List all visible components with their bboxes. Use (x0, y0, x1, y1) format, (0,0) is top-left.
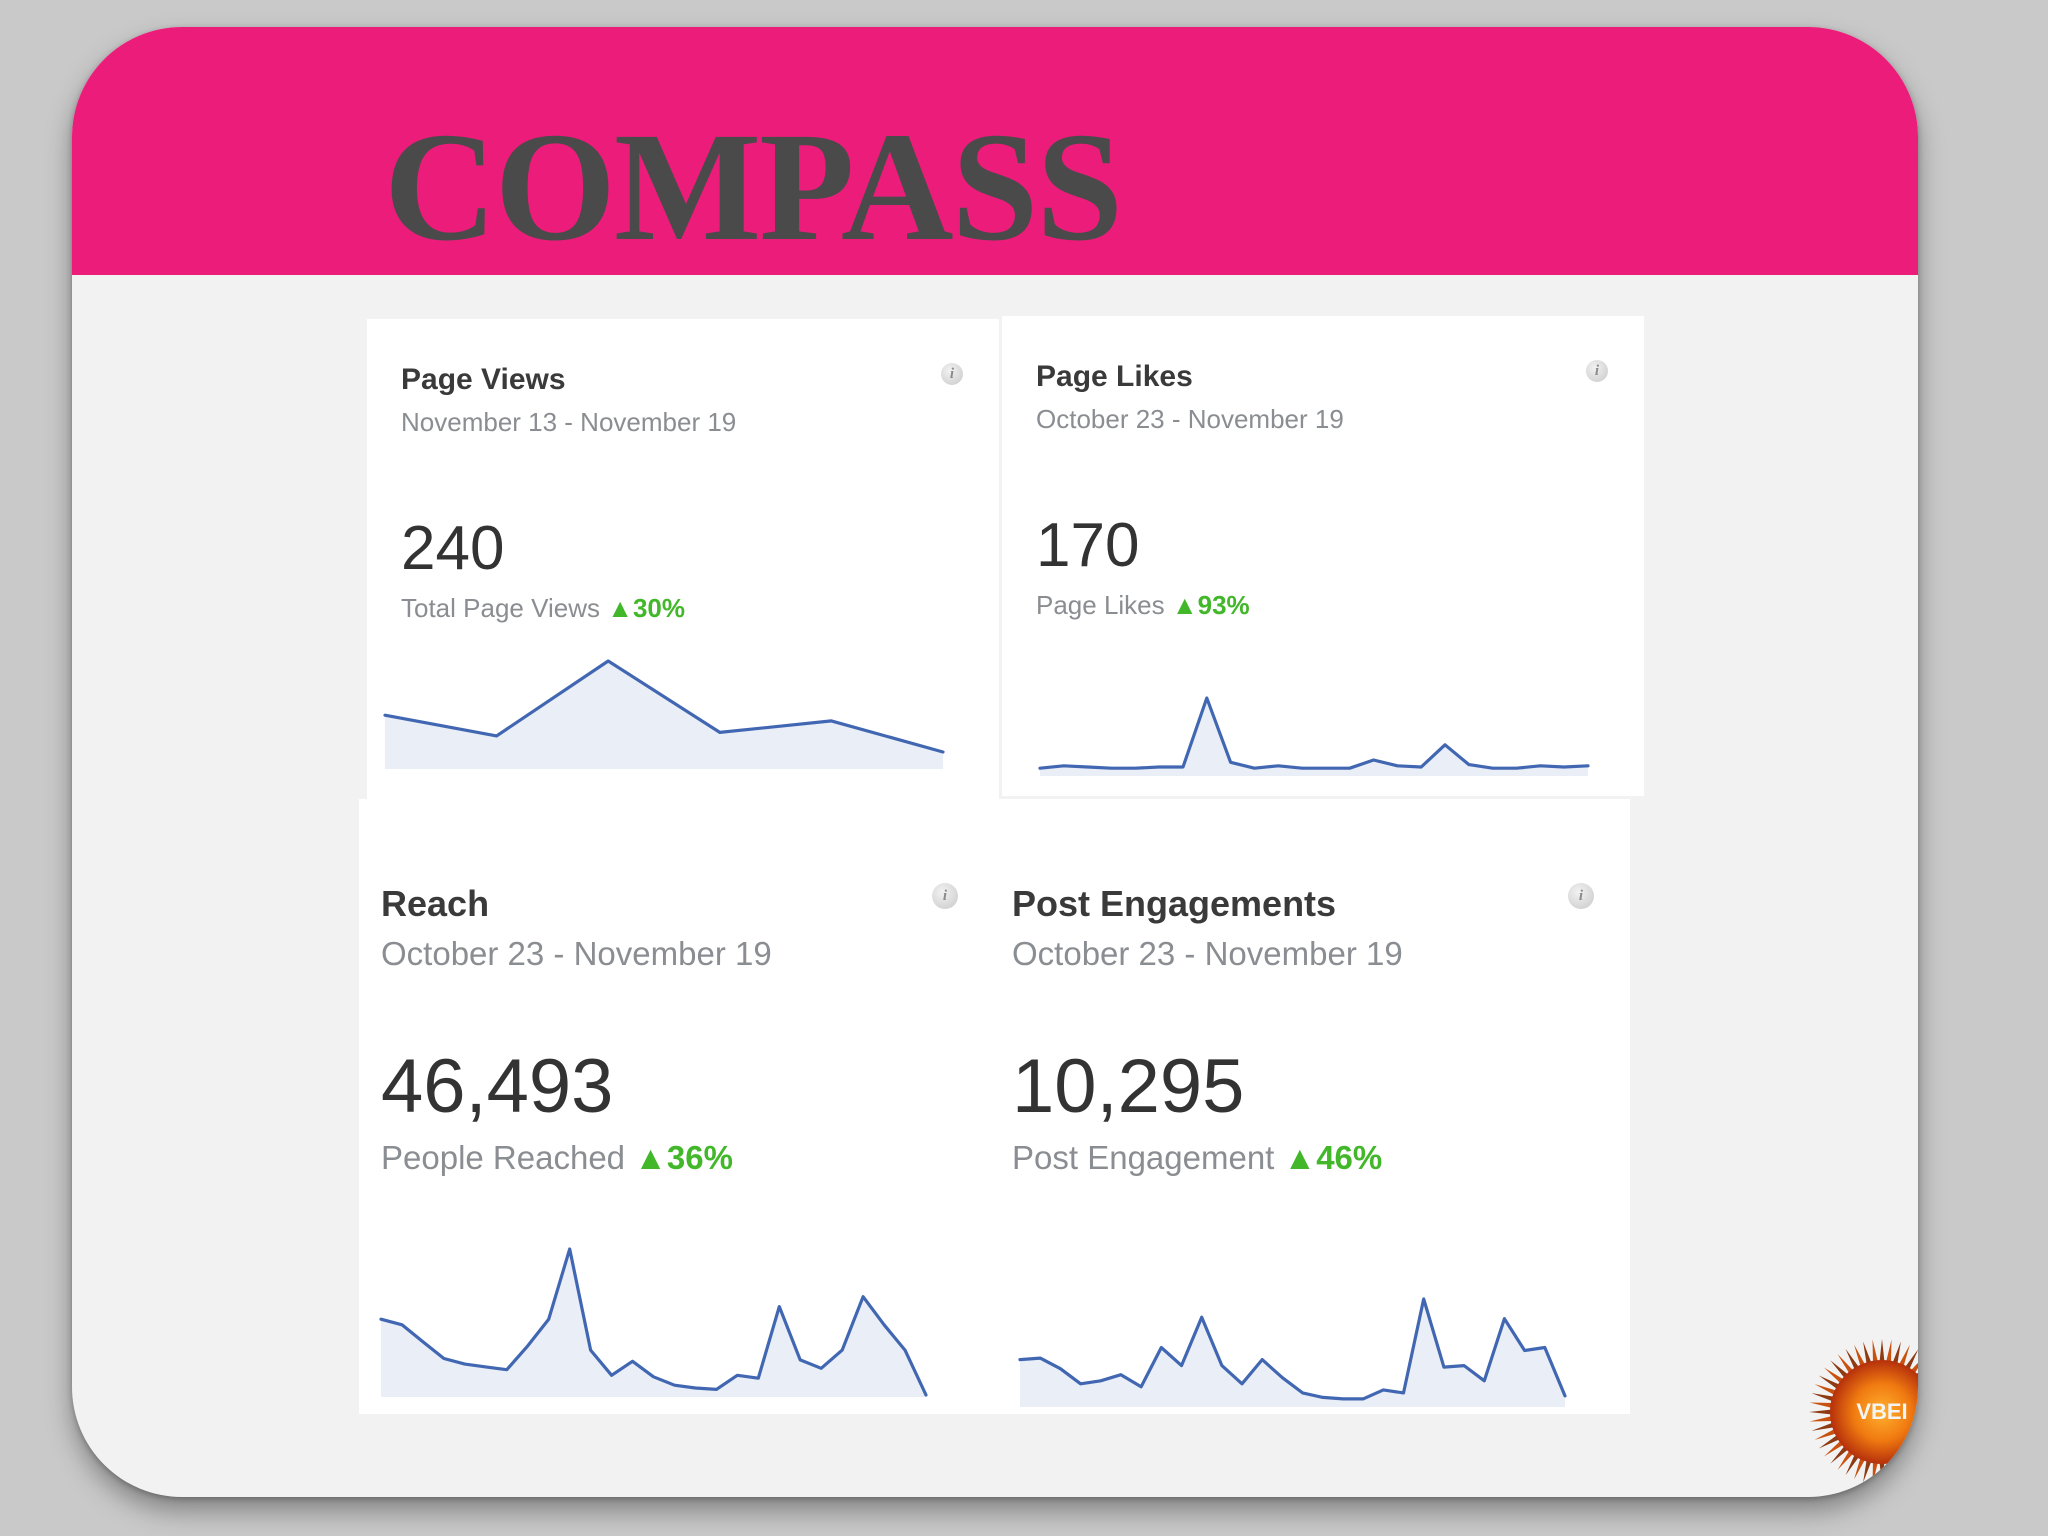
metric-subtitle: Total Page Views ▲30% (401, 593, 685, 624)
logo-ray (1863, 1341, 1872, 1365)
change-indicator: ▲30% (607, 593, 685, 623)
vbei-logo: VBEI (1807, 1337, 1918, 1487)
logo-ray (1872, 1339, 1878, 1363)
sparkline-area (385, 661, 943, 769)
metric-subtitle: People Reached ▲36% (381, 1139, 733, 1177)
slide: COMPASS Page Views i November 13 - Novem… (72, 27, 1918, 1497)
sparkline-line (383, 659, 945, 754)
card-title: Page Likes (1036, 360, 1193, 393)
logo-ray (1886, 1339, 1892, 1363)
card-page-likes: Page Likes i October 23 - November 19 17… (1002, 316, 1644, 796)
logo-ray (1837, 1354, 1854, 1374)
triangle-up-icon: ▲ (1283, 1139, 1317, 1176)
change-percent: 30% (632, 593, 685, 623)
sparkline-line (1038, 696, 1590, 770)
info-icon[interactable]: i (1586, 360, 1608, 382)
metric-value: 10,295 (1012, 1044, 1245, 1129)
sparkline-area (1020, 1299, 1565, 1407)
date-range: November 13 - November 19 (401, 407, 737, 437)
sparkline (383, 659, 945, 769)
triangle-up-icon: ▲ (634, 1139, 667, 1176)
card-reach: Reach i October 23 - November 19 46,493 … (359, 799, 994, 1414)
metric-subtitle: Page Likes ▲93% (1036, 590, 1250, 621)
sparkline-area (381, 1249, 926, 1397)
logo-ray (1898, 1344, 1910, 1367)
metric-value: 170 (1036, 511, 1140, 580)
change-percent: 46% (1316, 1139, 1383, 1176)
logo-ray (1854, 1457, 1866, 1480)
logo-ray (1818, 1434, 1840, 1449)
sparkline-line (379, 1247, 928, 1397)
info-icon[interactable]: i (941, 363, 963, 385)
date-range: October 23 - November 19 (1036, 404, 1344, 434)
logo-ray (1904, 1454, 1918, 1475)
logo-ray (1830, 1360, 1849, 1379)
logo-ray (1904, 1349, 1918, 1370)
logo-ray (1845, 1454, 1860, 1476)
change-indicator: ▲93% (1172, 590, 1250, 620)
header-banner: COMPASS (72, 27, 1918, 275)
change-indicator: ▲46% (1284, 1139, 1383, 1176)
logo-ray (1824, 1440, 1844, 1457)
logo-ray (1809, 1416, 1833, 1422)
metric-label: Total Page Views (401, 593, 600, 623)
logo-ray (1811, 1422, 1835, 1431)
logo-ray (1854, 1344, 1866, 1367)
logo-ray (1879, 1339, 1885, 1363)
card-title: Post Engagements (1012, 883, 1337, 924)
logo-ray (1892, 1459, 1901, 1483)
triangle-up-icon: ▲ (1171, 590, 1198, 620)
sparkline (1038, 696, 1590, 776)
logo-ray (1886, 1461, 1892, 1485)
info-icon[interactable]: i (932, 883, 958, 909)
date-range: October 23 - November 19 (1012, 935, 1403, 972)
sparkline-line (1018, 1297, 1567, 1401)
metric-value: 46,493 (381, 1044, 614, 1129)
sparkline-area (1040, 698, 1588, 776)
logo-ray (1809, 1409, 1833, 1415)
logo-text: VBEI (1856, 1399, 1908, 1424)
card-page-views: Page Views i November 13 - November 19 2… (367, 319, 999, 799)
date-range: October 23 - November 19 (381, 935, 772, 972)
logo-ray (1809, 1402, 1833, 1408)
sparkline (379, 1247, 928, 1397)
logo-ray (1845, 1348, 1860, 1370)
card-title: Page Views (401, 363, 566, 396)
metric-label: Post Engagement (1012, 1139, 1275, 1176)
metric-label: People Reached (381, 1139, 626, 1176)
logo-ray (1892, 1341, 1901, 1365)
logo-ray (1837, 1450, 1854, 1470)
logo-ray (1814, 1428, 1837, 1440)
logo-ray (1863, 1459, 1872, 1483)
logo-ray (1898, 1457, 1910, 1480)
change-percent: 36% (666, 1139, 733, 1176)
triangle-up-icon: ▲ (607, 593, 633, 623)
logo-ray (1814, 1384, 1837, 1396)
logo-ray (1811, 1393, 1835, 1402)
info-icon[interactable]: i (1568, 883, 1594, 909)
card-post-engagements: Post Engagements i October 23 - November… (990, 799, 1630, 1414)
change-percent: 93% (1197, 590, 1250, 620)
logo-ray (1879, 1461, 1885, 1485)
metric-subtitle: Post Engagement ▲46% (1012, 1139, 1382, 1177)
logo-ray (1818, 1375, 1840, 1390)
logo-ray (1830, 1445, 1849, 1464)
logo-ray (1824, 1367, 1844, 1384)
metric-label: Page Likes (1036, 590, 1165, 620)
card-title: Reach (381, 883, 490, 924)
logo-ray (1872, 1461, 1878, 1485)
page-title: COMPASS (384, 100, 1123, 273)
sparkline (1018, 1297, 1567, 1407)
change-indicator: ▲36% (634, 1139, 733, 1176)
sunburst-logo-icon (1809, 1339, 1918, 1485)
metric-value: 240 (401, 514, 505, 583)
